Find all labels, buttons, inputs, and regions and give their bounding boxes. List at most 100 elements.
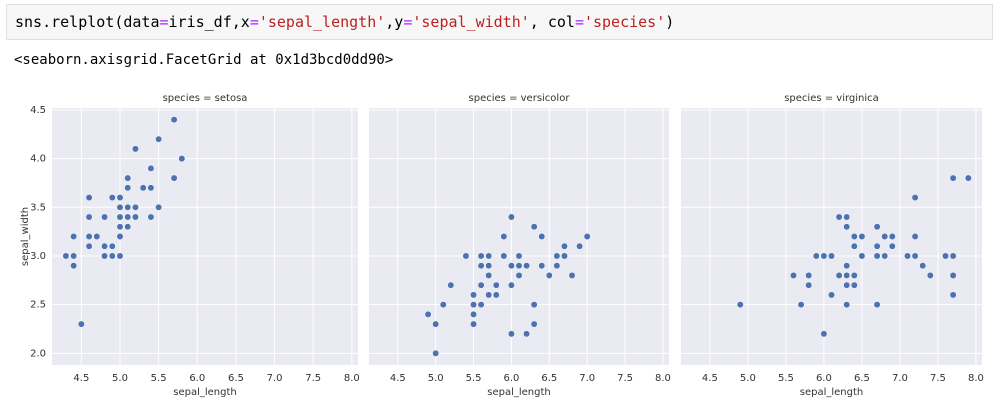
x-tick-label: 4.5 bbox=[390, 373, 406, 384]
point bbox=[439, 301, 447, 309]
point bbox=[477, 252, 485, 260]
x-tick-label: 7.5 bbox=[930, 373, 946, 384]
point bbox=[500, 252, 508, 260]
point bbox=[850, 233, 858, 240]
point bbox=[805, 281, 813, 289]
point bbox=[568, 271, 576, 279]
point bbox=[828, 252, 835, 260]
point bbox=[850, 242, 858, 250]
x-tick-label: 4.5 bbox=[73, 373, 89, 384]
code-token: 'sepal_length' bbox=[258, 13, 386, 31]
point bbox=[873, 242, 881, 250]
point bbox=[77, 320, 85, 328]
point bbox=[101, 242, 108, 250]
point bbox=[116, 194, 124, 202]
point bbox=[881, 233, 889, 240]
plot-area bbox=[52, 108, 358, 365]
x-tick-label: 6.5 bbox=[854, 373, 870, 384]
x-tick-label: 5.5 bbox=[778, 373, 794, 384]
point bbox=[93, 233, 101, 240]
code-cell[interactable]: sns.relplot(data=iris_df,x='sepal_length… bbox=[6, 4, 993, 40]
point bbox=[485, 271, 493, 279]
plot-area bbox=[369, 108, 669, 365]
x-tick-label: 5.0 bbox=[740, 373, 756, 384]
code-token: = bbox=[249, 13, 259, 31]
point bbox=[843, 281, 851, 289]
point bbox=[949, 271, 957, 279]
point bbox=[62, 252, 70, 260]
point bbox=[949, 252, 957, 260]
code-token: 'sepal_width' bbox=[412, 13, 530, 31]
point bbox=[101, 213, 108, 221]
point bbox=[85, 242, 93, 250]
point bbox=[432, 349, 440, 357]
point bbox=[470, 301, 477, 309]
point bbox=[447, 281, 455, 289]
point bbox=[820, 330, 828, 338]
point bbox=[470, 310, 477, 318]
y-tick-label: 2.5 bbox=[30, 300, 46, 311]
point bbox=[108, 252, 116, 260]
point bbox=[485, 262, 493, 270]
x-axis-label: sepal_length bbox=[487, 387, 551, 398]
point bbox=[170, 116, 178, 124]
x-tick-label: 7.0 bbox=[579, 373, 595, 384]
code-token: 'species' bbox=[583, 13, 666, 31]
x-tick-label: 5.0 bbox=[112, 373, 128, 384]
point bbox=[530, 223, 538, 231]
point bbox=[492, 291, 500, 299]
point bbox=[538, 233, 546, 240]
code-token: = bbox=[574, 13, 584, 31]
point bbox=[515, 271, 523, 279]
point bbox=[545, 271, 553, 279]
x-tick-label: 6.0 bbox=[816, 373, 832, 384]
point bbox=[477, 301, 485, 309]
point bbox=[147, 213, 155, 221]
x-tick-label: 7.5 bbox=[305, 373, 321, 384]
code-token: iris_df,x bbox=[168, 13, 250, 31]
point bbox=[424, 310, 432, 318]
point bbox=[485, 252, 493, 260]
point bbox=[805, 271, 813, 279]
point bbox=[507, 213, 515, 221]
point bbox=[919, 262, 927, 270]
point bbox=[170, 174, 178, 182]
point bbox=[873, 252, 881, 260]
point bbox=[178, 155, 186, 163]
point bbox=[926, 271, 934, 279]
point bbox=[85, 233, 93, 240]
point bbox=[507, 330, 515, 338]
plot-area bbox=[681, 108, 982, 365]
y-tick-label: 3.0 bbox=[30, 251, 46, 262]
x-tick-label: 5.0 bbox=[428, 373, 444, 384]
point bbox=[850, 271, 858, 279]
point bbox=[911, 194, 919, 202]
point bbox=[858, 252, 866, 260]
code-token: , col bbox=[529, 13, 575, 31]
x-axis-label: sepal_length bbox=[800, 387, 864, 398]
point bbox=[507, 262, 515, 270]
point bbox=[843, 301, 851, 309]
x-tick-label: 5.5 bbox=[466, 373, 482, 384]
point bbox=[523, 262, 531, 270]
point bbox=[873, 301, 881, 309]
x-tick-label: 6.0 bbox=[189, 373, 205, 384]
point bbox=[576, 242, 584, 250]
point bbox=[70, 262, 78, 270]
point bbox=[858, 233, 866, 240]
point bbox=[108, 242, 116, 250]
panel-title: species = versicolor bbox=[469, 93, 571, 104]
point bbox=[116, 252, 124, 260]
point bbox=[70, 252, 78, 260]
point bbox=[485, 291, 493, 299]
point bbox=[492, 281, 500, 289]
point bbox=[85, 194, 93, 202]
point bbox=[124, 203, 132, 211]
point bbox=[797, 301, 805, 309]
point bbox=[828, 291, 835, 299]
point bbox=[507, 281, 515, 289]
point bbox=[124, 213, 132, 221]
point bbox=[477, 262, 485, 270]
point bbox=[964, 174, 972, 182]
